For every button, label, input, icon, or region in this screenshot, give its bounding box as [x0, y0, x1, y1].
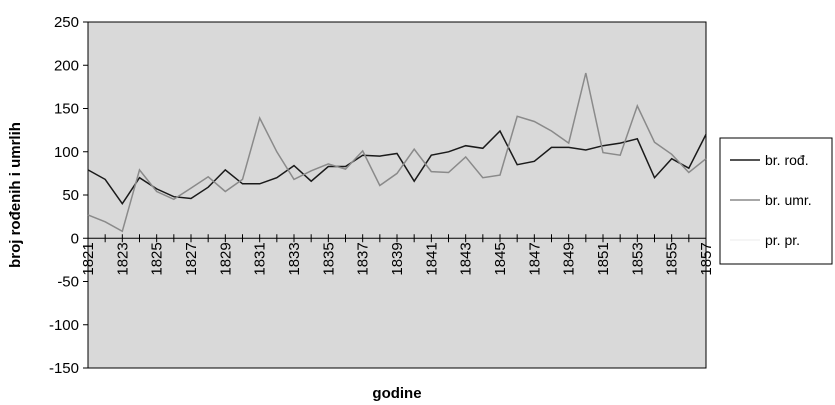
x-tick-label: 1821 [80, 242, 97, 275]
x-tick-label: 1839 [389, 242, 406, 275]
x-tick-label: 1853 [629, 242, 646, 275]
y-tick-label: -50 [57, 274, 79, 291]
x-tick-label: 1831 [252, 242, 269, 275]
x-tick-label: 1833 [286, 242, 303, 275]
y-axis-ticks: -150 -100 -50 0 50 100 150 200 250 [49, 14, 88, 377]
x-tick-label: 1823 [114, 242, 131, 275]
y-tick-label: 150 [54, 101, 79, 118]
x-tick-label: 1851 [595, 242, 612, 275]
x-tick-label: 1849 [561, 242, 578, 275]
x-tick-label: 1827 [183, 242, 200, 275]
y-tick-label: 50 [62, 187, 79, 204]
axes [87, 234, 707, 243]
series-line-1 [87, 129, 707, 206]
x-tick-label: 1843 [458, 242, 475, 275]
y-tick-label: -150 [49, 360, 79, 377]
x-tick-label: 1841 [423, 242, 440, 275]
x-tick-label: 1829 [217, 242, 234, 275]
legend-box [719, 137, 833, 265]
legend-label: br. rođ. [765, 152, 809, 168]
x-tick-label: 1825 [149, 242, 166, 275]
x-tick-label: 1847 [526, 242, 543, 275]
x-tick-label: 1837 [355, 242, 372, 275]
x-tick-label: 1857 [698, 242, 715, 275]
y-tick-label: -100 [49, 317, 79, 334]
y-tick-label: 200 [54, 57, 79, 74]
legend: br. rođ. br. umr. pr. pr. [719, 137, 833, 265]
y-tick-label: 250 [54, 14, 79, 31]
x-axis-ticks: 1821 1823 1825 1827 1829 1831 1833 1835 1837 1839… [80, 242, 715, 275]
legend-label: br. umr. [765, 192, 812, 208]
x-tick-label: 1855 [664, 242, 681, 275]
y-axis-title: broj rođenih i umrlih [7, 122, 24, 268]
x-tick-label: 1845 [492, 242, 509, 275]
series-line-2 [87, 72, 707, 233]
y-tick-label: 0 [71, 230, 79, 247]
plot-area [87, 21, 707, 369]
y-tick-label: 100 [54, 144, 79, 161]
legend-label: pr. pr. [765, 232, 800, 248]
x-tick-label: 1835 [320, 242, 337, 275]
x-axis-title: godine [372, 385, 421, 402]
series-lines [87, 72, 707, 233]
